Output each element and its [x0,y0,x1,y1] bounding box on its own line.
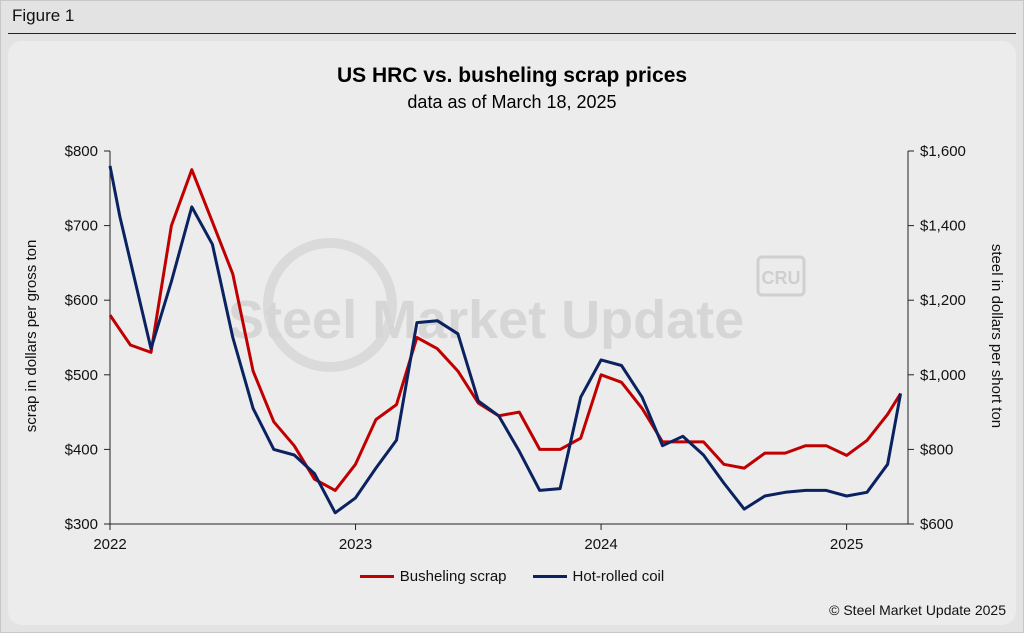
y-right-tick-label: $600 [920,516,953,533]
y-left-tick-label: $500 [65,367,98,384]
watermark-text: Steel Market Update [228,290,744,350]
x-tick-label: 2022 [93,536,126,553]
x-tick-label: 2024 [584,536,617,553]
y-left-tick-label: $800 [65,143,98,160]
chart-subtitle: data as of March 18, 2025 [407,92,617,112]
copyright-text: © Steel Market Update 2025 [829,602,1006,618]
y-left-tick-label: $300 [65,516,98,533]
legend-swatch-scrap [359,575,394,578]
chart-title: US HRC vs. busheling scrap prices [336,64,688,87]
x-tick-label: 2023 [339,536,372,553]
legend-label-scrap: Busheling scrap [399,568,507,585]
y-right-tick-label: $1,400 [920,218,966,235]
chart-legend: Busheling scrap Hot-rolled coil [0,568,1024,585]
header-rule [8,33,1016,34]
legend-swatch-hrc [532,575,567,578]
y-right-tick-label: $1,600 [920,143,966,160]
legend-item-hrc: Hot-rolled coil [532,568,665,585]
chart-panel [8,41,1016,625]
y-axis-right-label: steel in dollars per short ton [988,244,1005,428]
y-axis-left-label: scrap in dollars per gross ton [23,240,40,433]
y-left-tick-label: $400 [65,441,98,458]
y-left-tick-label: $600 [65,292,98,309]
figure-label: Figure 1 [12,6,75,25]
y-right-tick-label: $800 [920,441,953,458]
y-right-tick-label: $1,200 [920,292,966,309]
watermark-badge: CRU [762,268,801,288]
y-right-tick-label: $1,000 [920,367,966,384]
legend-label-hrc: Hot-rolled coil [572,568,665,585]
y-left-tick-label: $700 [65,218,98,235]
series-line-busheling-scrap [108,168,902,492]
watermark-logo: Steel Market Update CRU [228,238,806,372]
series-line-hot-rolled-coil [108,165,903,515]
x-tick-label: 2025 [830,536,863,553]
legend-item-scrap: Busheling scrap [359,568,507,585]
